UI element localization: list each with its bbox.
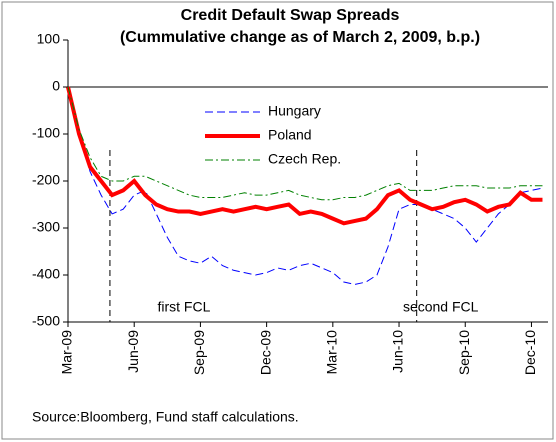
legend-label: Poland [268, 127, 312, 143]
x-tick-label: Dec-10 [522, 330, 538, 375]
legend-label: Czech Rep. [268, 151, 341, 167]
y-tick-label: 100 [37, 31, 61, 47]
x-tick-label: Jun-10 [390, 330, 406, 373]
y-tick-label: -200 [32, 172, 60, 188]
source-note: Source:Bloomberg, Fund staff calculation… [32, 409, 299, 425]
x-tick-label: Jun-09 [125, 330, 141, 373]
legend-label: Hungary [268, 103, 321, 119]
series-line [67, 86, 543, 201]
x-tick-label: Mar-10 [324, 330, 340, 375]
x-tick-label: Dec-09 [257, 330, 273, 375]
y-tick-label: -500 [32, 313, 60, 329]
y-tick-label: -300 [32, 219, 60, 235]
event-label: first FCL [157, 299, 210, 315]
y-tick-label: -400 [32, 266, 60, 282]
x-tick-label: Sep-10 [456, 330, 472, 375]
event-label: second FCL [403, 299, 479, 315]
y-tick-label: -100 [32, 125, 60, 141]
series-line [66, 86, 543, 226]
y-tick-label: 0 [52, 78, 60, 94]
chart-subtitle: (Cummulative change as of March 2, 2009,… [120, 29, 480, 46]
x-tick-label: Sep-09 [191, 330, 207, 375]
x-tick-label: Mar-09 [59, 330, 75, 375]
chart-title: Credit Default Swap Spreads [181, 7, 400, 24]
